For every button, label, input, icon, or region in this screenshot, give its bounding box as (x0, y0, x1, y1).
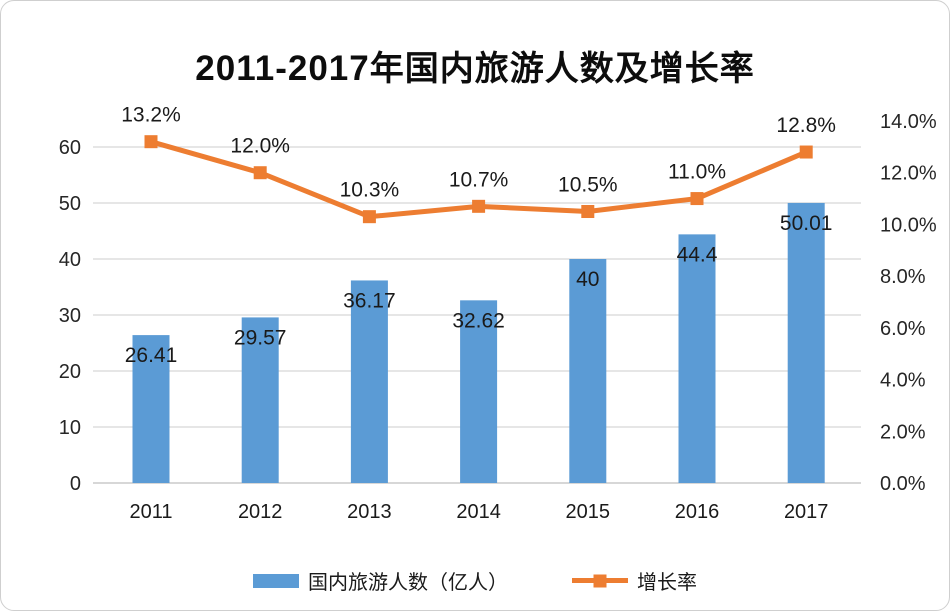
chart-title-years: 2011-2017 (195, 49, 370, 88)
bar-value-label: 32.62 (452, 309, 505, 332)
legend-label-bar-series: 国内旅游人数（亿人） (308, 572, 508, 594)
line-value-label: 10.3% (340, 179, 400, 202)
bar-value-label: 36.17 (343, 289, 396, 312)
right-axis-tick: 2.0% (880, 421, 926, 443)
line-marker-2012 (253, 166, 267, 180)
legend-item-bar-series: 国内旅游人数（亿人） (253, 566, 508, 595)
x-axis-label-2012: 2012 (238, 501, 283, 523)
left-axis-tick: 50 (59, 193, 81, 215)
bar-value-label: 44.4 (677, 243, 718, 266)
left-axis-tick: 10 (59, 417, 81, 439)
line-value-label: 10.5% (558, 174, 618, 197)
right-axis-tick: 8.0% (880, 266, 926, 288)
bar-2016 (678, 234, 716, 483)
line-marker-swatch-icon (593, 574, 607, 587)
legend-label-line-series: 增长率 (637, 572, 697, 594)
line-value-label: 10.7% (449, 168, 509, 191)
bar-2012 (241, 317, 279, 483)
bar-value-label: 50.01 (780, 212, 833, 235)
bar-value-label: 26.41 (125, 344, 178, 367)
left-axis-tick: 40 (59, 249, 81, 271)
right-axis-tick: 10.0% (880, 214, 937, 236)
bar-2013 (350, 280, 388, 483)
left-axis-tick: 30 (59, 305, 81, 327)
x-axis-label-2011: 2011 (129, 501, 172, 523)
x-axis-label-2014: 2014 (456, 501, 501, 523)
line-value-label: 13.2% (121, 104, 181, 127)
chart-title-text: 年国内旅游人数及增长率 (369, 51, 755, 88)
left-axis-tick: 60 (59, 137, 81, 159)
line-value-label: 12.8% (776, 114, 836, 137)
right-axis-tick: 4.0% (880, 370, 926, 392)
left-axis-tick: 20 (59, 361, 81, 383)
line-value-label: 11.0% (668, 161, 726, 184)
line-marker-2014 (472, 199, 486, 213)
line-series-swatch-icon (572, 574, 628, 587)
bar-2015 (569, 259, 607, 483)
legend: 国内旅游人数（亿人） 增长率 (1, 566, 949, 595)
bar-series-swatch-icon (253, 573, 299, 588)
bar-2014 (460, 300, 498, 483)
line-value-label: 12.0% (230, 135, 290, 158)
bar-2011 (132, 335, 170, 483)
line-marker-2015 (581, 205, 595, 219)
line-marker-2017 (799, 145, 813, 159)
right-axis-tick: 6.0% (880, 318, 926, 340)
chart-title: 2011-2017年国内旅游人数及增长率 (1, 41, 949, 90)
left-axis-tick: 0 (70, 473, 81, 495)
legend-item-line-series: 增长率 (572, 566, 697, 595)
x-axis-label-2016: 2016 (675, 501, 720, 523)
x-axis-label-2013: 2013 (347, 501, 392, 523)
x-axis-label-2017: 2017 (784, 501, 829, 523)
right-axis-tick: 12.0% (880, 163, 937, 185)
bar-2017 (787, 202, 825, 483)
x-axis-label-2015: 2015 (566, 501, 611, 523)
line-marker-2016 (690, 192, 704, 206)
line-marker-2011 (144, 135, 158, 149)
bar-value-label: 40 (576, 268, 599, 291)
bar-value-label: 29.57 (234, 326, 287, 349)
line-marker-2013 (362, 210, 376, 224)
right-axis-tick: 0.0% (880, 473, 926, 495)
right-axis-tick: 14.0% (880, 111, 937, 133)
